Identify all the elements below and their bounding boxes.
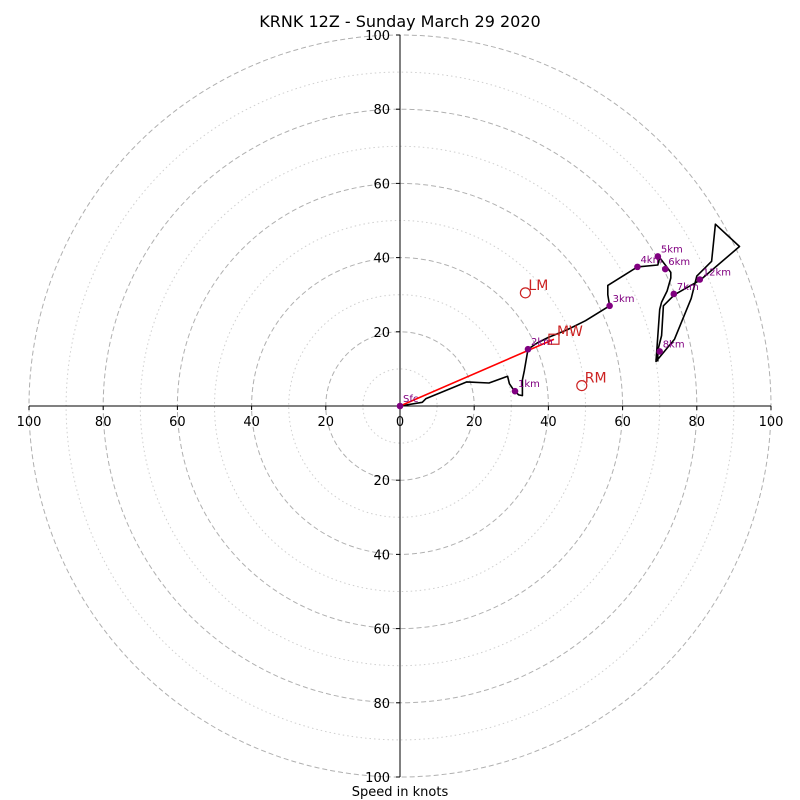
x-tick-label: 80	[689, 415, 706, 430]
height-label: 2km	[531, 337, 553, 348]
storm-marker-circle	[576, 379, 588, 392]
y-tick-label: 40	[373, 548, 390, 563]
height-label: 7km	[677, 282, 699, 293]
x-tick-label: 20	[318, 415, 335, 430]
storm-marker-square	[548, 333, 560, 345]
x-tick-label: 40	[540, 415, 557, 430]
height-label: 1km	[518, 379, 540, 390]
trace-line	[399, 223, 741, 407]
height-label: 6km	[668, 257, 690, 268]
height-point	[661, 265, 669, 273]
y-tick-label: 80	[373, 697, 390, 712]
height-label: 5km	[661, 244, 683, 255]
height-point	[606, 302, 613, 310]
height-label: Sfc	[403, 394, 418, 405]
height-point	[670, 290, 678, 298]
y-tick-label: 40	[373, 252, 390, 267]
height-label: 8km	[663, 339, 685, 350]
x-tick-label: 100	[17, 415, 42, 430]
height-label: 12km	[703, 267, 731, 278]
y-tick-label: 100	[365, 771, 390, 786]
x-tick-label: 80	[95, 415, 112, 430]
y-tick-label: 80	[373, 103, 390, 118]
height-point	[696, 276, 704, 283]
storm-marker-circle	[519, 287, 531, 299]
height-point	[511, 387, 519, 395]
height-point	[654, 253, 662, 260]
storm-label: LM	[528, 278, 548, 294]
y-tick-label: 60	[373, 177, 390, 192]
y-tick-label: 100	[365, 29, 390, 44]
x-tick-label: 0	[396, 415, 404, 430]
height-point	[634, 263, 641, 271]
height-label: 3km	[613, 294, 635, 305]
y-tick-label: 60	[373, 623, 390, 638]
x-tick-label: 100	[759, 415, 784, 430]
x-tick-label: 60	[614, 415, 631, 430]
y-tick-label: 20	[373, 474, 390, 489]
storm-label: MW	[557, 324, 583, 340]
storm-motion-markers: LM RM MW	[519, 278, 607, 392]
height-point	[524, 345, 532, 353]
storm-label: RM	[585, 371, 607, 387]
height-point	[396, 402, 404, 410]
x-tick-label: 40	[243, 415, 260, 430]
x-axis-label: Speed in knots	[352, 785, 449, 800]
height-label: 4km	[640, 255, 662, 266]
y-tick-label: 20	[373, 326, 390, 341]
chart-title: KRNK 12Z - Sunday March 29 2020	[259, 12, 540, 31]
hodograph-trace	[399, 223, 741, 407]
tick-labels: 100 80 60 40 20 0 20 40 60 80 100 100 80 60 40 20 20 40 60…	[17, 29, 784, 786]
x-tick-label: 60	[169, 415, 186, 430]
height-point	[656, 348, 663, 355]
x-tick-label: 20	[466, 415, 483, 430]
